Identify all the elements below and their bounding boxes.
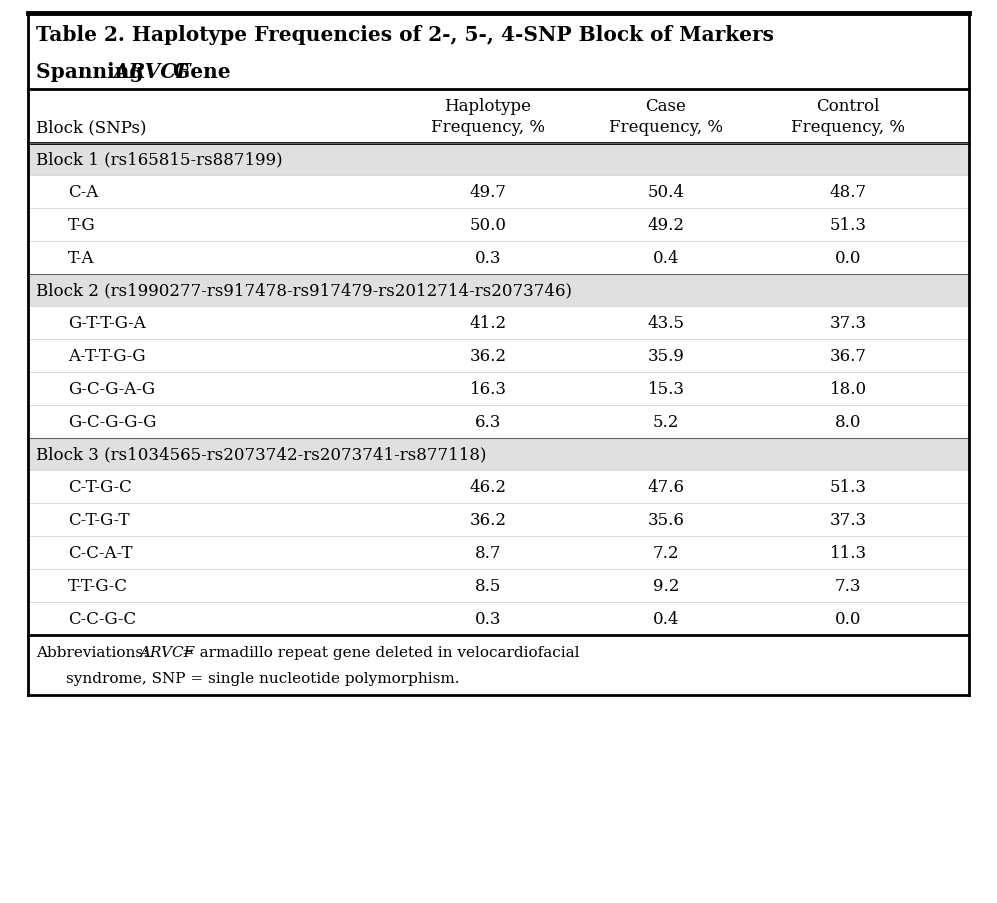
Text: Frequency, %: Frequency, % <box>431 119 545 135</box>
Text: ARVCF: ARVCF <box>139 646 194 659</box>
Text: Control: Control <box>817 98 879 115</box>
Text: 8.7: 8.7 <box>475 545 501 562</box>
Text: Spanning: Spanning <box>36 61 151 81</box>
Text: Table 2. Haplotype Frequencies of 2-, 5-, 4-SNP Block of Markers: Table 2. Haplotype Frequencies of 2-, 5-… <box>36 25 774 45</box>
Text: 7.2: 7.2 <box>653 545 679 562</box>
Bar <box>28 602 969 636</box>
Text: Block 1 (rs165815-rs887199): Block 1 (rs165815-rs887199) <box>36 152 282 168</box>
Text: 49.7: 49.7 <box>470 184 506 200</box>
Text: 11.3: 11.3 <box>830 545 866 562</box>
Text: 35.9: 35.9 <box>648 348 684 365</box>
Bar <box>28 504 969 536</box>
Text: Gene: Gene <box>166 61 230 81</box>
Text: 5.2: 5.2 <box>653 414 679 431</box>
Text: 50.4: 50.4 <box>647 184 685 200</box>
Text: 36.7: 36.7 <box>830 348 866 365</box>
Text: Abbreviations:: Abbreviations: <box>36 646 154 659</box>
Text: 47.6: 47.6 <box>647 479 685 496</box>
Text: T-T-G-C: T-T-G-C <box>68 577 128 594</box>
Text: 9.2: 9.2 <box>653 577 679 594</box>
Text: G-C-G-G-G: G-C-G-G-G <box>68 414 157 431</box>
Text: 16.3: 16.3 <box>470 380 506 397</box>
Text: 8.0: 8.0 <box>834 414 861 431</box>
Text: C-C-G-C: C-C-G-C <box>68 610 137 628</box>
Text: C-T-G-C: C-T-G-C <box>68 479 132 496</box>
Text: Block 2 (rs1990277-rs917478-rs917479-rs2012714-rs2073746): Block 2 (rs1990277-rs917478-rs917479-rs2… <box>36 282 572 299</box>
Text: ARVCF: ARVCF <box>114 61 191 81</box>
Bar <box>28 90 969 144</box>
Bar <box>28 176 969 209</box>
Text: 18.0: 18.0 <box>830 380 866 397</box>
Bar <box>28 144 969 176</box>
Bar <box>28 14 969 90</box>
Text: 48.7: 48.7 <box>830 184 866 200</box>
Text: C-T-G-T: C-T-G-T <box>68 511 130 528</box>
Text: T-G: T-G <box>68 217 96 234</box>
Text: A-T-T-G-G: A-T-T-G-G <box>68 348 146 365</box>
Bar <box>28 340 969 373</box>
Text: 6.3: 6.3 <box>475 414 501 431</box>
Text: Frequency, %: Frequency, % <box>609 119 723 135</box>
Text: syndrome, SNP = single nucleotide polymorphism.: syndrome, SNP = single nucleotide polymo… <box>66 671 460 685</box>
Text: Haplotype: Haplotype <box>445 98 531 115</box>
Text: Case: Case <box>646 98 687 115</box>
Text: 46.2: 46.2 <box>470 479 506 496</box>
Text: 0.0: 0.0 <box>834 610 861 628</box>
Text: 0.4: 0.4 <box>653 250 679 266</box>
Bar <box>28 470 969 504</box>
Bar <box>28 536 969 570</box>
Text: 49.2: 49.2 <box>647 217 685 234</box>
Text: 0.4: 0.4 <box>653 610 679 628</box>
Text: 51.3: 51.3 <box>830 217 866 234</box>
Text: G-T-T-G-A: G-T-T-G-A <box>68 314 146 331</box>
Bar <box>28 275 969 307</box>
Text: = armadillo repeat gene deleted in velocardiofacial: = armadillo repeat gene deleted in veloc… <box>182 646 579 659</box>
Bar <box>28 373 969 405</box>
Text: C-A: C-A <box>68 184 99 200</box>
Text: 43.5: 43.5 <box>647 314 685 331</box>
Text: T-A: T-A <box>68 250 95 266</box>
Bar <box>28 570 969 602</box>
Text: C-C-A-T: C-C-A-T <box>68 545 133 562</box>
Text: 8.5: 8.5 <box>475 577 501 594</box>
Text: 37.3: 37.3 <box>830 511 866 528</box>
Text: 15.3: 15.3 <box>647 380 685 397</box>
Bar <box>28 405 969 439</box>
Text: 36.2: 36.2 <box>470 511 506 528</box>
Text: 7.3: 7.3 <box>834 577 861 594</box>
Text: 35.6: 35.6 <box>648 511 684 528</box>
Text: 37.3: 37.3 <box>830 314 866 331</box>
Text: 51.3: 51.3 <box>830 479 866 496</box>
Text: Frequency, %: Frequency, % <box>791 119 905 135</box>
Bar <box>28 307 969 340</box>
Text: G-C-G-A-G: G-C-G-A-G <box>68 380 155 397</box>
Text: 36.2: 36.2 <box>470 348 506 365</box>
Text: Block (SNPs): Block (SNPs) <box>36 119 147 135</box>
Text: 0.3: 0.3 <box>475 610 501 628</box>
Bar <box>28 209 969 242</box>
Text: 50.0: 50.0 <box>470 217 506 234</box>
Text: Block 3 (rs1034565-rs2073742-rs2073741-rs877118): Block 3 (rs1034565-rs2073742-rs2073741-r… <box>36 446 487 463</box>
Bar <box>28 242 969 275</box>
Text: 41.2: 41.2 <box>470 314 506 331</box>
Text: 0.3: 0.3 <box>475 250 501 266</box>
Bar <box>28 439 969 470</box>
Text: 0.0: 0.0 <box>834 250 861 266</box>
